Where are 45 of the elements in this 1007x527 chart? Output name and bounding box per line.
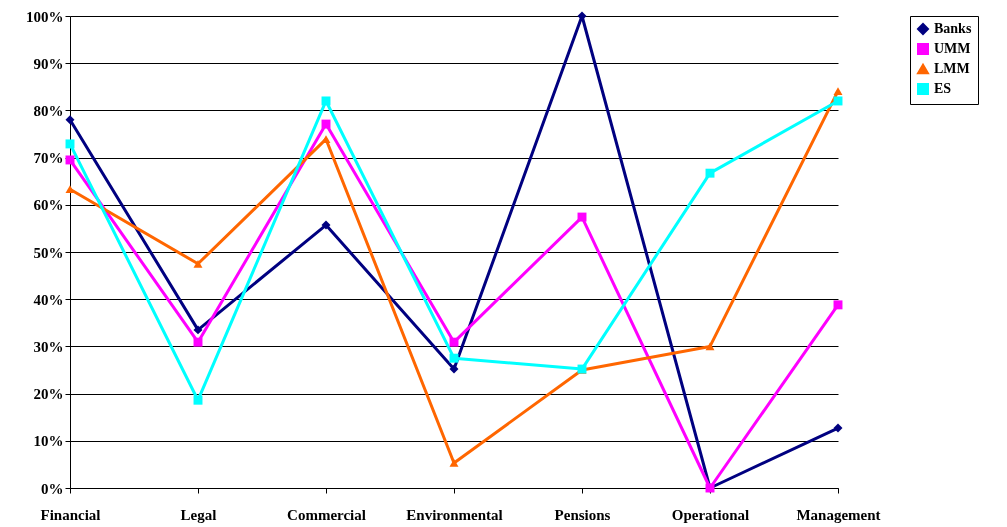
legend-label: ES (934, 81, 952, 96)
y-tick-label: 50% (33, 244, 64, 261)
point (193, 337, 203, 347)
y-tick-label: 10% (33, 433, 64, 450)
x-tick-label: Operational (671, 506, 750, 523)
point (65, 185, 75, 194)
point (321, 119, 331, 129)
y-tick-label: 20% (33, 386, 64, 403)
point (65, 155, 75, 165)
point (193, 395, 203, 405)
point (705, 168, 715, 178)
x-tick-label: Commercial (287, 506, 366, 523)
point (193, 259, 203, 268)
legend-label: UMM (934, 41, 971, 56)
point (833, 300, 843, 310)
point (65, 139, 75, 149)
y-tick-label: 60% (33, 197, 64, 214)
x-tick-label: Environmental (406, 506, 503, 523)
x-tick-label: Legal (180, 506, 217, 523)
x-tick-label: Financial (40, 506, 101, 523)
y-tick-label: 80% (33, 102, 64, 119)
point (833, 87, 843, 95)
y-tick-label: 40% (33, 291, 64, 308)
y-tick-label: 90% (33, 55, 64, 72)
point (449, 364, 459, 374)
point (321, 220, 331, 230)
y-tick-label: 100% (26, 8, 64, 25)
point (65, 115, 75, 125)
legend-label: LMM (934, 61, 970, 76)
point (705, 342, 715, 351)
y-tick-label: 70% (33, 150, 64, 167)
point (577, 212, 587, 222)
point (449, 337, 459, 347)
point (833, 423, 843, 433)
point (449, 353, 459, 363)
legend-label: Banks (934, 21, 972, 36)
point (449, 459, 459, 467)
x-tick-label: Pensions (554, 506, 611, 523)
point (321, 96, 331, 106)
point (833, 96, 843, 106)
x-tick-label: Management (796, 506, 881, 523)
y-tick-label: 30% (33, 338, 64, 355)
y-tick-label: 0% (41, 480, 64, 497)
point (193, 325, 203, 335)
point (321, 135, 331, 144)
